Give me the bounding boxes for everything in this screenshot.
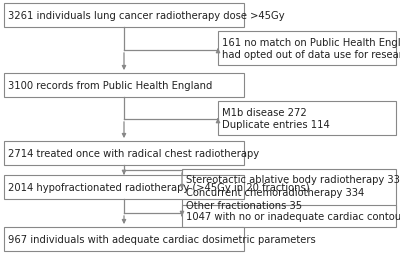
- Bar: [4, 227, 244, 251]
- Text: 3261 individuals lung cancer radiotherapy dose >45Gy: 3261 individuals lung cancer radiotherap…: [8, 11, 285, 21]
- Bar: [4, 175, 244, 199]
- Bar: [182, 205, 396, 227]
- Text: 1047 with no or inadequate cardiac contour: 1047 with no or inadequate cardiac conto…: [186, 211, 400, 221]
- Text: 967 individuals with adequate cardiac dosimetric parameters: 967 individuals with adequate cardiac do…: [8, 234, 316, 244]
- Bar: [4, 74, 244, 98]
- Bar: [4, 4, 244, 28]
- Text: 2014 hypofractionated radiotherapy (>45Gy in 20 fractions): 2014 hypofractionated radiotherapy (>45G…: [8, 182, 310, 192]
- Bar: [218, 32, 396, 66]
- Text: Stereotactic ablative body radiotherapy 331
Concurrent chemoradiotherapy 334
Oth: Stereotactic ablative body radiotherapy …: [186, 174, 400, 210]
- Bar: [182, 169, 396, 215]
- Text: 2714 treated once with radical chest radiotherapy: 2714 treated once with radical chest rad…: [8, 148, 259, 158]
- Text: M1b disease 272
Duplicate entries 114: M1b disease 272 Duplicate entries 114: [222, 107, 330, 130]
- Text: 161 no match on Public Health England or patient
had opted out of data use for r: 161 no match on Public Health England or…: [222, 37, 400, 60]
- Text: 3100 records from Public Health England: 3100 records from Public Health England: [8, 81, 212, 91]
- Bar: [218, 102, 396, 135]
- Bar: [4, 141, 244, 165]
